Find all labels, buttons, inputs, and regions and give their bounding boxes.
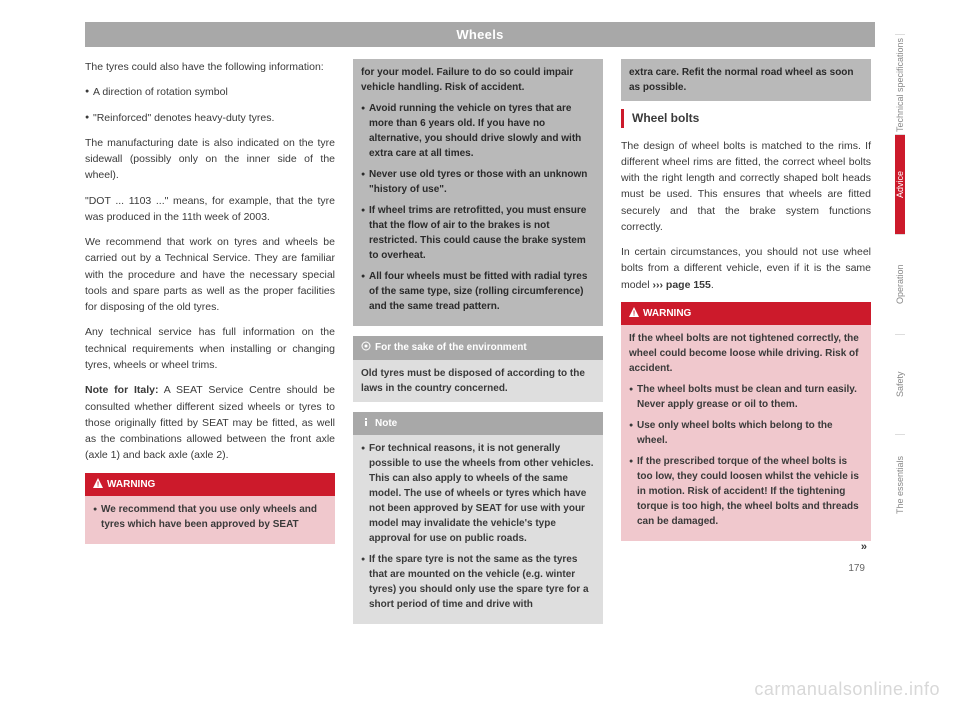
body-text: The manufacturing date is also indicated… [85, 135, 335, 184]
environment-icon [361, 341, 371, 351]
column-3: extra care. Refit the normal road wheel … [621, 59, 871, 624]
warning-label: WARNING [107, 479, 155, 490]
warning-item: Avoid running the vehicle on tyres that … [361, 101, 595, 161]
svg-text:!: ! [633, 310, 635, 317]
tab-operation[interactable]: Operation [895, 234, 905, 334]
list-item: "Reinforced" denotes heavy-duty tyres. [85, 110, 335, 126]
page-title: Wheels [85, 22, 875, 47]
warning-item: The wheel bolts must be clean and turn e… [629, 382, 863, 412]
body-text: The tyres could also have the following … [85, 59, 335, 75]
environment-body: Old tyres must be disposed of according … [353, 360, 603, 402]
warning-item: Never use old tyres or those with an unk… [361, 167, 595, 197]
column-1: The tyres could also have the following … [85, 59, 335, 624]
warning-continued: for your model. Failure to do so could i… [353, 59, 603, 326]
tab-safety[interactable]: Safety [895, 334, 905, 434]
list-item: A direction of rotation symbol [85, 84, 335, 100]
watermark: carmanualsonline.info [754, 679, 940, 700]
environment-heading: For the sake of the environment [353, 336, 603, 360]
warning-item: Use only wheel bolts which belong to the… [629, 418, 863, 448]
body-text: "DOT ... 1103 ..." means, for example, t… [85, 193, 335, 226]
warning-heading: ! WARNING [85, 473, 335, 497]
warning-icon: ! [93, 478, 103, 488]
warning-item: We recommend that you use only wheels an… [93, 502, 327, 532]
warning-text: If the wheel bolts are not tightened cor… [629, 331, 863, 376]
warning-item: All four wheels must be fitted with radi… [361, 269, 595, 314]
warning-text: for your model. Failure to do so could i… [361, 65, 595, 95]
note-body: For technical reasons, it is not general… [353, 435, 603, 624]
note-item: If the spare tyre is not the same as the… [361, 552, 595, 612]
warning-body: If the wheel bolts are not tightened cor… [621, 325, 871, 541]
inline-text: . [711, 279, 714, 291]
note-continued: extra care. Refit the normal road wheel … [621, 59, 871, 101]
note-item: For technical reasons, it is not general… [361, 441, 595, 546]
column-2: for your model. Failure to do so could i… [353, 59, 603, 624]
warning-item: If the prescribed torque of the wheel bo… [629, 454, 863, 529]
warning-body: We recommend that you use only wheels an… [85, 496, 335, 544]
note-label: Note [375, 418, 397, 429]
warning-item: If wheel trims are retrofitted, you must… [361, 203, 595, 263]
tab-advice[interactable]: Advice [895, 134, 905, 234]
body-text: Any technical service has full informati… [85, 324, 335, 373]
page-reference[interactable]: ››› page 155 [653, 279, 711, 291]
environment-label: For the sake of the environment [375, 342, 527, 353]
continue-indicator: » [861, 539, 865, 556]
note-heading: Note [353, 412, 603, 436]
content-columns: The tyres could also have the following … [85, 59, 875, 624]
warning-heading: ! WARNING [621, 302, 871, 326]
svg-text:!: ! [97, 481, 99, 488]
body-text: In certain circumstances, you should not… [621, 244, 871, 293]
page-number: 179 [848, 561, 865, 577]
body-text: Note for Italy: A SEAT Service Centre sh… [85, 382, 335, 463]
tab-the-essentials[interactable]: The essentials [895, 434, 905, 534]
side-tabs: Technical specifications Advice Operatio… [895, 34, 950, 534]
tab-technical-specifications[interactable]: Technical specifications [895, 34, 905, 134]
note-icon [361, 417, 371, 427]
manual-page: Wheels The tyres could also have the fol… [85, 22, 875, 662]
body-text: We recommend that work on tyres and whee… [85, 234, 335, 315]
section-heading: Wheel bolts [621, 109, 871, 128]
inline-bold: Note for Italy: [85, 384, 159, 396]
body-text: The design of wheel bolts is matched to … [621, 138, 871, 236]
warning-label: WARNING [643, 308, 691, 319]
warning-icon: ! [629, 307, 639, 317]
